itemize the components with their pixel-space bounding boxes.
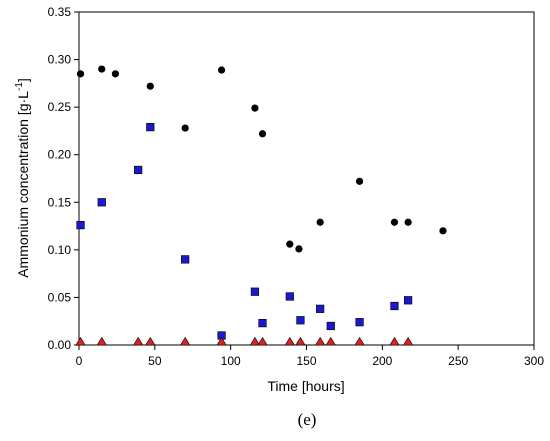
data-point-square bbox=[404, 296, 413, 305]
data-point-circle bbox=[111, 70, 119, 78]
data-point-triangle bbox=[354, 336, 365, 346]
data-point-triangle bbox=[325, 336, 336, 346]
data-point-square bbox=[250, 287, 260, 296]
data-point-square bbox=[316, 304, 325, 313]
data-point-circle bbox=[181, 124, 189, 132]
data-point-square bbox=[97, 198, 106, 207]
axis-labels: Time [hours] Ammonium concentration [g·L… bbox=[14, 78, 345, 429]
data-point-square bbox=[355, 318, 364, 327]
axes: 0 50 100 150 200 250 300 0.00 0.05 0.10 0.15 0.20 0.… bbox=[48, 5, 545, 368]
data-point-square bbox=[258, 319, 267, 328]
data-point-triangle bbox=[249, 336, 261, 346]
data-point-circle bbox=[286, 240, 294, 248]
data-point-square bbox=[390, 301, 399, 311]
data-point-square bbox=[76, 221, 85, 230]
x-tick-label: 50 bbox=[148, 354, 162, 368]
y-tick-label: 0.20 bbox=[48, 148, 72, 162]
x-tick-label: 150 bbox=[296, 354, 316, 368]
plot-frame bbox=[78, 11, 535, 346]
data-point-circle bbox=[316, 218, 324, 226]
data-point-triangle bbox=[96, 336, 107, 346]
data-point-triangle bbox=[315, 336, 326, 346]
data-point-circle bbox=[217, 66, 226, 74]
x-tick-label: 250 bbox=[448, 354, 468, 368]
data-point-square bbox=[326, 321, 335, 331]
data-point-triangle bbox=[75, 336, 86, 346]
y-axis-label-sup: -1 bbox=[14, 82, 25, 91]
data-point-circle bbox=[251, 104, 259, 112]
data-point-circle bbox=[390, 218, 399, 226]
data-point-square bbox=[134, 165, 143, 175]
data-point-square bbox=[181, 255, 190, 264]
data-point-circle bbox=[76, 70, 85, 78]
data-point-triangle bbox=[389, 336, 400, 346]
data-point-triangle bbox=[284, 336, 295, 346]
x-tick-label: 100 bbox=[221, 354, 241, 368]
data-point-triangle bbox=[133, 336, 144, 346]
data-point-square bbox=[146, 123, 155, 132]
y-tick-label: 0.05 bbox=[48, 290, 72, 304]
y-tick-label: 0.10 bbox=[48, 243, 72, 257]
y-tick-label: 0.00 bbox=[48, 338, 72, 352]
y-axis-label: Ammonium concentration [g·L-1] bbox=[14, 78, 31, 278]
data-point-triangle bbox=[180, 336, 191, 346]
data-point-triangle bbox=[257, 336, 268, 346]
y-tick-label: 0.35 bbox=[48, 5, 72, 19]
y-tick-label: 0.15 bbox=[48, 195, 72, 209]
x-tick-label: 0 bbox=[76, 354, 83, 368]
x-tick-label: 300 bbox=[524, 354, 544, 368]
data-point-square bbox=[296, 316, 305, 325]
data-point-circle bbox=[439, 227, 447, 235]
data-point-circle bbox=[295, 245, 303, 253]
data-point-triangle bbox=[145, 336, 156, 346]
data-point-circle bbox=[258, 130, 267, 138]
data-point-circle bbox=[404, 218, 412, 226]
y-axis-label-close: ] bbox=[15, 78, 31, 82]
data-point-circle bbox=[355, 177, 364, 185]
x-tick-label: 200 bbox=[372, 354, 392, 368]
y-tick-label: 0.25 bbox=[48, 100, 72, 114]
data-point-triangle bbox=[295, 336, 306, 346]
x-axis-label: Time [hours] bbox=[267, 378, 344, 394]
data-point-triangle bbox=[216, 336, 227, 346]
data-point-circle bbox=[146, 82, 154, 90]
data-point-circle bbox=[98, 65, 106, 73]
data-point-square bbox=[285, 292, 294, 301]
y-tick-label: 0.30 bbox=[48, 53, 72, 67]
data-marks bbox=[75, 65, 447, 346]
y-axis-label-base: Ammonium concentration [g·L bbox=[15, 91, 31, 278]
data-point-triangle bbox=[402, 336, 414, 346]
panel-label: (e) bbox=[298, 410, 317, 429]
